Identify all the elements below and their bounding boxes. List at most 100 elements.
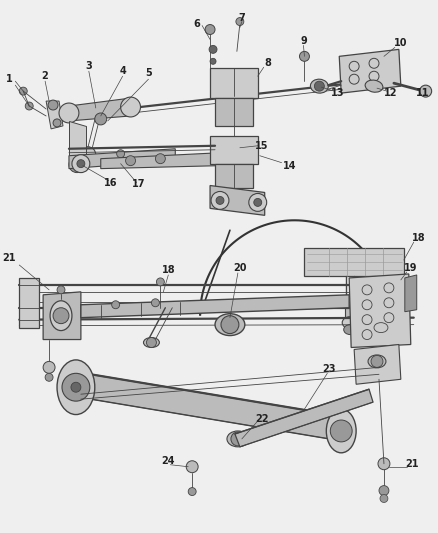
Text: 4: 4: [119, 66, 126, 76]
Circle shape: [25, 102, 33, 110]
Polygon shape: [339, 50, 401, 93]
Text: 9: 9: [300, 36, 307, 46]
Circle shape: [19, 87, 27, 95]
Text: 5: 5: [145, 68, 152, 78]
Circle shape: [152, 299, 159, 307]
Circle shape: [379, 486, 389, 496]
Circle shape: [112, 301, 120, 309]
Polygon shape: [235, 389, 373, 447]
Bar: [215, 164, 253, 189]
Polygon shape: [69, 121, 86, 166]
Ellipse shape: [144, 337, 159, 348]
Polygon shape: [46, 101, 63, 129]
Circle shape: [330, 420, 352, 442]
Polygon shape: [69, 149, 175, 168]
Text: 3: 3: [85, 61, 92, 71]
Circle shape: [156, 278, 164, 286]
Circle shape: [59, 103, 79, 123]
Polygon shape: [91, 374, 329, 439]
Circle shape: [300, 51, 309, 61]
Circle shape: [48, 100, 58, 110]
Circle shape: [57, 286, 65, 294]
Text: 18: 18: [162, 265, 175, 275]
Text: 12: 12: [384, 88, 398, 98]
Text: 10: 10: [394, 38, 408, 49]
Bar: [210, 136, 258, 164]
Polygon shape: [349, 274, 411, 348]
Polygon shape: [69, 98, 131, 121]
Circle shape: [71, 382, 81, 392]
Circle shape: [205, 25, 215, 35]
Ellipse shape: [227, 431, 249, 447]
Circle shape: [420, 85, 431, 97]
Circle shape: [117, 150, 124, 158]
Circle shape: [45, 373, 53, 381]
Ellipse shape: [365, 80, 383, 92]
Polygon shape: [19, 278, 39, 328]
Text: 16: 16: [104, 177, 117, 188]
Circle shape: [95, 113, 107, 125]
Circle shape: [230, 189, 238, 197]
Circle shape: [188, 488, 196, 496]
Ellipse shape: [326, 409, 356, 453]
Circle shape: [77, 160, 85, 168]
Circle shape: [221, 316, 239, 334]
Ellipse shape: [50, 301, 72, 330]
Polygon shape: [210, 185, 265, 215]
Circle shape: [146, 337, 156, 348]
Circle shape: [80, 147, 96, 163]
Ellipse shape: [215, 314, 245, 336]
Circle shape: [43, 361, 55, 373]
Polygon shape: [405, 275, 417, 312]
Circle shape: [249, 193, 267, 212]
Circle shape: [155, 154, 165, 164]
Bar: [215, 98, 253, 126]
Text: 21: 21: [3, 253, 16, 263]
Circle shape: [53, 119, 61, 127]
Ellipse shape: [311, 79, 328, 93]
Ellipse shape: [342, 317, 358, 329]
Text: 7: 7: [238, 13, 245, 22]
Circle shape: [371, 356, 383, 367]
Text: 22: 22: [255, 414, 268, 424]
Circle shape: [72, 155, 90, 173]
Circle shape: [216, 197, 224, 204]
Bar: [345, 300, 355, 321]
Polygon shape: [101, 153, 220, 168]
Circle shape: [186, 461, 198, 473]
Bar: [304, 248, 404, 276]
Polygon shape: [43, 292, 81, 340]
Text: 2: 2: [42, 71, 49, 81]
Text: 23: 23: [322, 365, 336, 374]
Text: 14: 14: [283, 160, 296, 171]
Text: 20: 20: [233, 263, 247, 273]
Circle shape: [210, 58, 216, 64]
Polygon shape: [81, 295, 349, 318]
Circle shape: [126, 156, 135, 166]
Ellipse shape: [344, 325, 357, 335]
Circle shape: [62, 373, 90, 401]
Text: 24: 24: [162, 456, 175, 466]
Ellipse shape: [368, 355, 386, 368]
Ellipse shape: [57, 360, 95, 415]
Circle shape: [53, 308, 69, 324]
Circle shape: [211, 191, 229, 209]
Text: 18: 18: [412, 233, 426, 243]
Circle shape: [254, 198, 262, 206]
Circle shape: [69, 157, 85, 173]
Circle shape: [236, 18, 244, 26]
Circle shape: [378, 458, 390, 470]
Text: 19: 19: [404, 263, 417, 273]
Circle shape: [314, 81, 324, 91]
Text: 13: 13: [331, 88, 344, 98]
Text: 21: 21: [405, 459, 419, 469]
Circle shape: [231, 432, 245, 446]
Text: 17: 17: [132, 179, 145, 189]
Circle shape: [380, 495, 388, 503]
Text: 15: 15: [255, 141, 268, 151]
Bar: [210, 68, 258, 98]
Circle shape: [209, 45, 217, 53]
Text: 6: 6: [194, 19, 201, 29]
Circle shape: [120, 97, 141, 117]
Polygon shape: [354, 344, 401, 384]
